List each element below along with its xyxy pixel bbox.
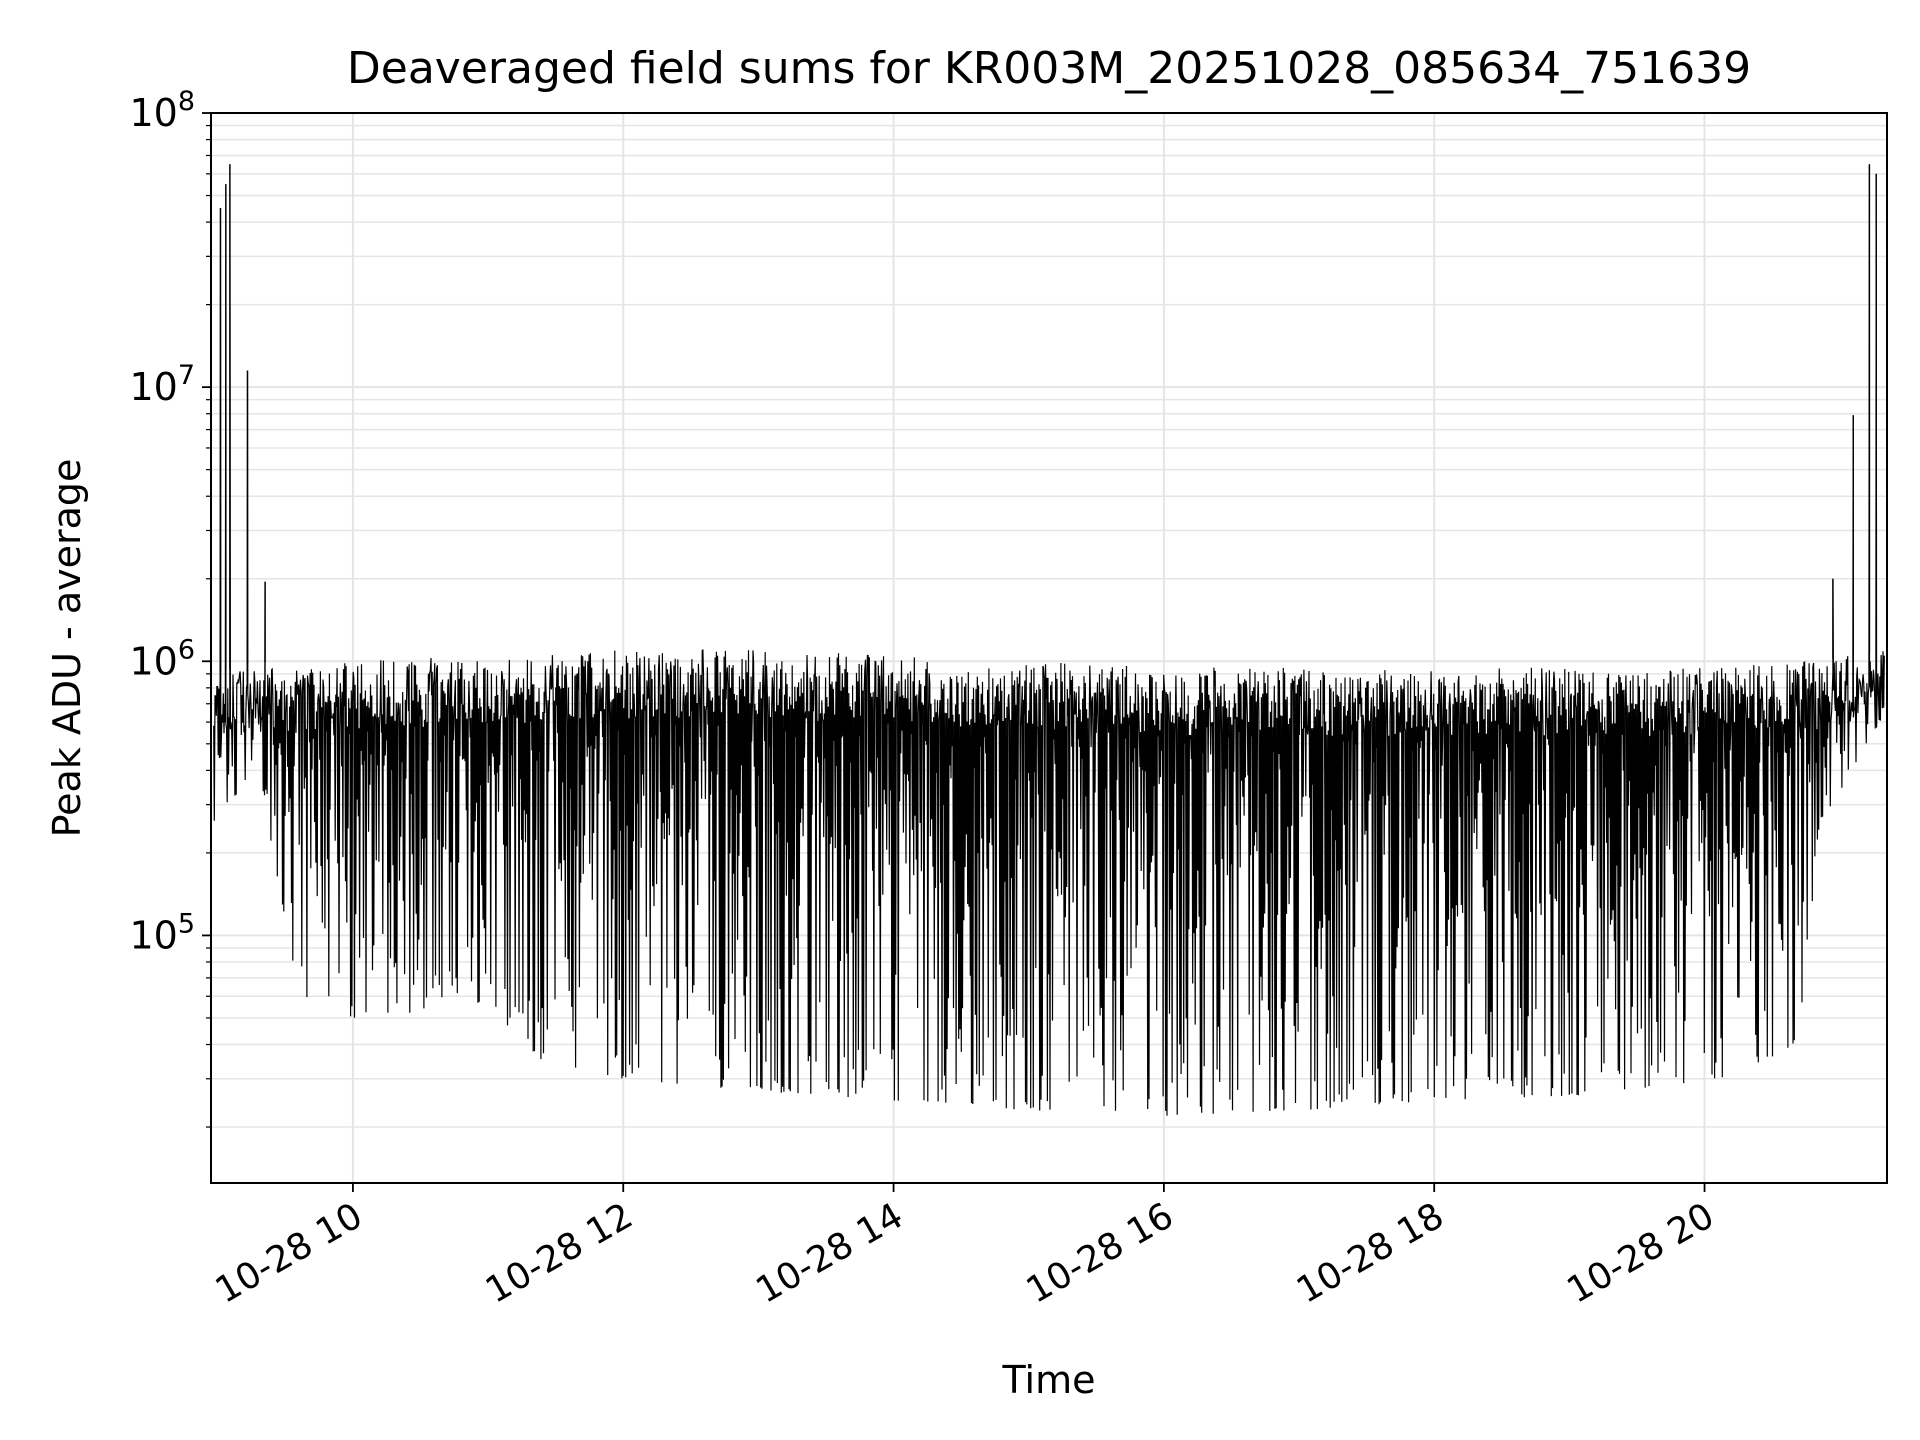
data-series — [213, 164, 1885, 1116]
y-tick-label: 108 — [129, 86, 195, 135]
series-line — [213, 164, 1885, 1116]
y-axis-label: Peak ADU - average — [45, 459, 89, 838]
y-tick-label: 105 — [129, 908, 195, 957]
y-tick-label: 106 — [129, 634, 195, 683]
plot-frame — [210, 112, 1888, 1184]
chart-title: Deaveraged field sums for KR003M_2025102… — [347, 43, 1751, 94]
x-axis-label: Time — [1002, 1358, 1096, 1402]
y-tick-label: 107 — [129, 360, 195, 409]
